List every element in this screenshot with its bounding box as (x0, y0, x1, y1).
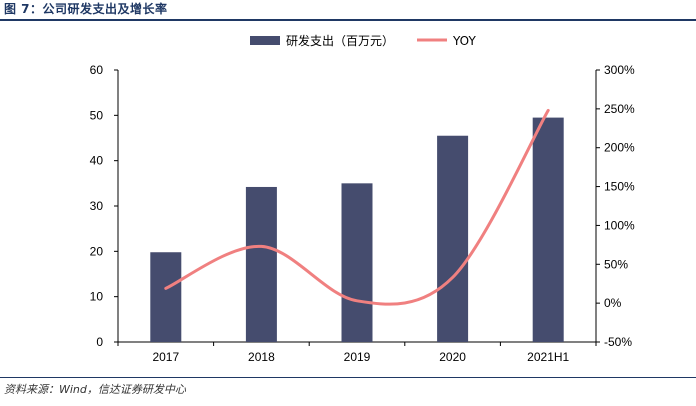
right-axis-tick-label: -50% (604, 335, 632, 349)
x-axis-tick-label: 2018 (248, 350, 275, 364)
left-axis-tick-label: 60 (90, 63, 104, 77)
right-axis-tick-label: 100% (604, 218, 635, 232)
left-axis-tick-label: 10 (90, 290, 104, 304)
left-axis-tick-label: 30 (90, 199, 104, 213)
left-axis-tick-label: 0 (96, 335, 103, 349)
left-axis-tick-label: 20 (90, 244, 104, 258)
left-axis-tick-label: 50 (90, 108, 104, 122)
legend-swatch-bar (250, 36, 280, 45)
title-rule (0, 19, 696, 21)
bar (532, 117, 564, 342)
legend-label-bar: 研发支出（百万元） (286, 33, 394, 48)
bar-series (150, 117, 564, 342)
right-axis-tick-label: 300% (604, 63, 635, 77)
source-note: 资料来源：Wind，信达证券研发中心 (4, 383, 186, 396)
source-rule (0, 377, 696, 378)
axes: 0 10 20 30 40 50 60 -50% 0% 50% 100% 150% 200% 250% 30… (90, 63, 635, 364)
bar (341, 183, 373, 342)
x-axis-tick-label: 2020 (439, 350, 466, 364)
right-axis-tick-label: 50% (604, 257, 628, 271)
left-axis-tick-label: 40 (90, 154, 104, 168)
right-axis-tick-label: 0% (604, 296, 622, 310)
x-axis-tick-label: 2021H1 (527, 350, 569, 364)
figure-title: 图 7：公司研发支出及增长率 (4, 2, 168, 16)
bar (150, 252, 182, 342)
line-series (164, 108, 550, 306)
legend-label-line: YOY (452, 34, 476, 48)
yoy-line (164, 108, 550, 306)
bar (437, 135, 469, 342)
x-axis-tick-label: 2019 (344, 350, 371, 364)
x-axis-tick-label: 2017 (152, 350, 179, 364)
right-axis-tick-label: 250% (604, 102, 635, 116)
legend: 研发支出（百万元） YOY (250, 33, 476, 48)
right-axis-tick-label: 150% (604, 180, 635, 194)
bar (245, 186, 277, 342)
right-axis-tick-label: 200% (604, 141, 635, 155)
